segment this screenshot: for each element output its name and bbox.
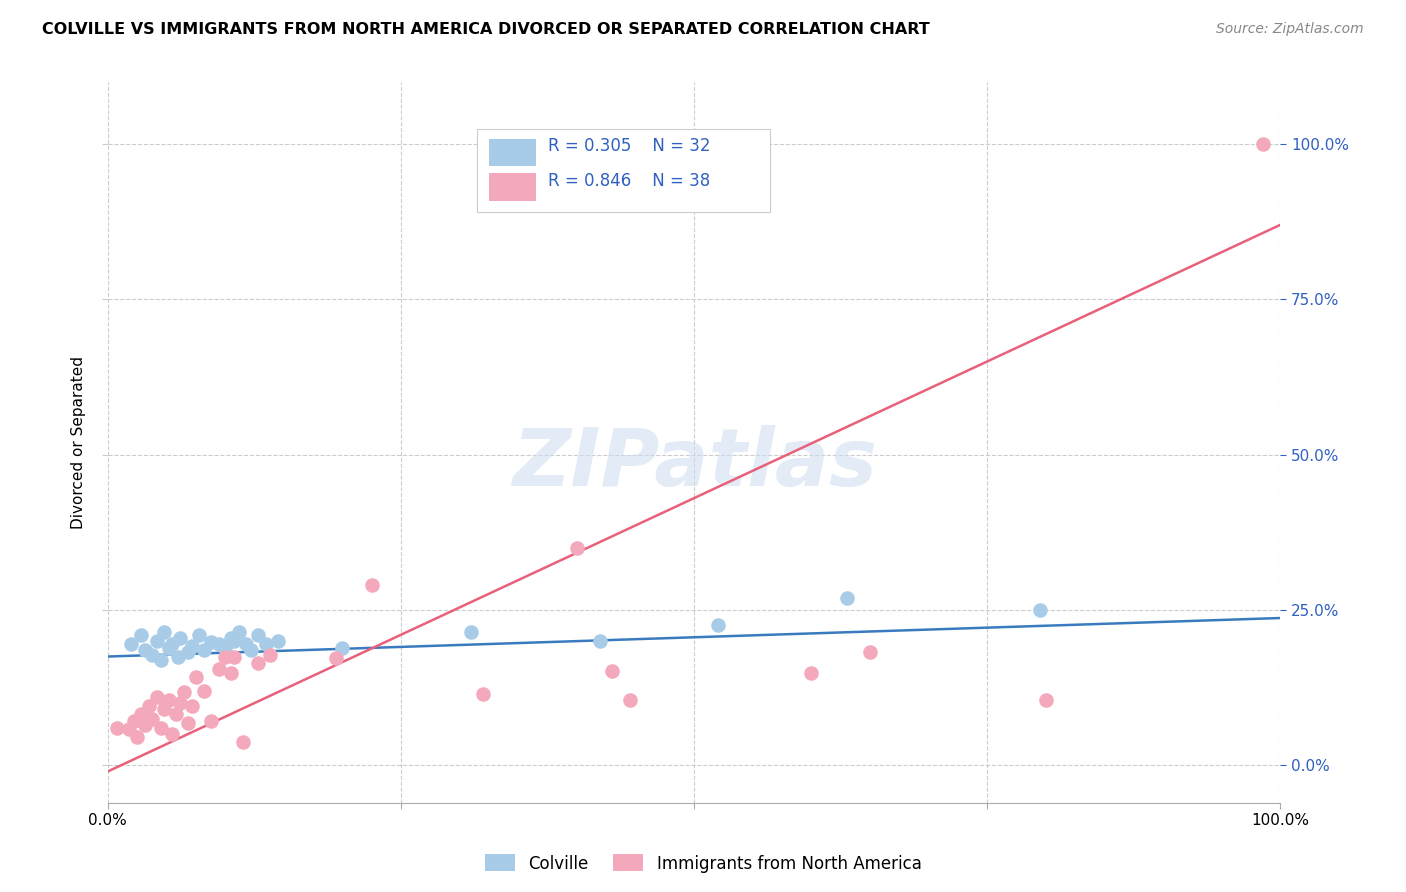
Point bbox=[600, 664, 623, 678]
Point bbox=[254, 637, 277, 651]
Point bbox=[169, 631, 191, 645]
Point bbox=[162, 637, 184, 651]
Point bbox=[176, 716, 198, 731]
Point bbox=[176, 645, 198, 659]
Point bbox=[193, 683, 215, 698]
Point bbox=[129, 628, 152, 642]
Point bbox=[224, 649, 246, 664]
Point bbox=[200, 635, 222, 649]
Point bbox=[460, 624, 482, 639]
Point bbox=[800, 666, 823, 681]
Point bbox=[325, 651, 347, 665]
Point bbox=[181, 699, 204, 714]
Point bbox=[224, 634, 246, 648]
Point bbox=[259, 648, 281, 662]
Point bbox=[149, 721, 172, 735]
Point bbox=[138, 699, 160, 714]
Point bbox=[835, 591, 858, 605]
Text: ZIPatlas: ZIPatlas bbox=[512, 425, 876, 503]
Point bbox=[619, 693, 641, 707]
Point bbox=[1029, 603, 1052, 617]
Point bbox=[141, 648, 163, 662]
Point bbox=[157, 693, 180, 707]
Point bbox=[589, 634, 612, 648]
Point bbox=[1035, 693, 1057, 707]
FancyBboxPatch shape bbox=[477, 128, 770, 211]
Point bbox=[184, 670, 207, 684]
Point bbox=[153, 624, 176, 639]
Point bbox=[157, 641, 180, 656]
Point bbox=[129, 707, 152, 722]
Point bbox=[167, 649, 190, 664]
Point bbox=[235, 637, 257, 651]
Point bbox=[214, 641, 236, 656]
FancyBboxPatch shape bbox=[489, 139, 536, 166]
Point bbox=[214, 649, 236, 664]
Point bbox=[181, 639, 204, 653]
Point bbox=[232, 734, 254, 748]
Point bbox=[153, 702, 176, 716]
Point bbox=[267, 634, 290, 648]
Text: COLVILLE VS IMMIGRANTS FROM NORTH AMERICA DIVORCED OR SEPARATED CORRELATION CHAR: COLVILLE VS IMMIGRANTS FROM NORTH AMERIC… bbox=[42, 22, 929, 37]
Point bbox=[219, 631, 242, 645]
Point bbox=[246, 628, 269, 642]
Point bbox=[208, 637, 231, 651]
Point bbox=[330, 641, 353, 656]
Point bbox=[228, 624, 250, 639]
Point bbox=[146, 690, 169, 704]
Point bbox=[173, 685, 195, 699]
Point bbox=[165, 707, 187, 722]
Point bbox=[859, 645, 882, 659]
Point bbox=[122, 714, 145, 728]
Point bbox=[141, 712, 163, 726]
Point bbox=[565, 541, 588, 555]
Point bbox=[118, 723, 141, 737]
Y-axis label: Divorced or Separated: Divorced or Separated bbox=[72, 356, 86, 529]
Point bbox=[134, 643, 156, 657]
Point bbox=[125, 731, 148, 745]
Point bbox=[246, 656, 269, 670]
Point bbox=[706, 618, 728, 632]
Point bbox=[472, 687, 495, 701]
Point bbox=[149, 653, 172, 667]
Text: R = 0.846    N = 38: R = 0.846 N = 38 bbox=[547, 171, 710, 190]
Point bbox=[169, 696, 191, 710]
Point bbox=[200, 714, 222, 728]
Point bbox=[360, 578, 382, 592]
FancyBboxPatch shape bbox=[489, 173, 536, 201]
Point bbox=[208, 662, 231, 676]
Point bbox=[193, 643, 215, 657]
Point bbox=[188, 628, 211, 642]
Text: Source: ZipAtlas.com: Source: ZipAtlas.com bbox=[1216, 22, 1364, 37]
Legend: Colville, Immigrants from North America: Colville, Immigrants from North America bbox=[478, 847, 928, 880]
Point bbox=[105, 721, 128, 735]
Text: R = 0.305    N = 32: R = 0.305 N = 32 bbox=[547, 137, 710, 155]
Point bbox=[146, 634, 169, 648]
Point bbox=[120, 637, 142, 651]
Point bbox=[134, 718, 156, 732]
Point bbox=[219, 666, 242, 681]
Point bbox=[1251, 136, 1274, 151]
Point bbox=[162, 727, 184, 741]
Point bbox=[239, 643, 262, 657]
